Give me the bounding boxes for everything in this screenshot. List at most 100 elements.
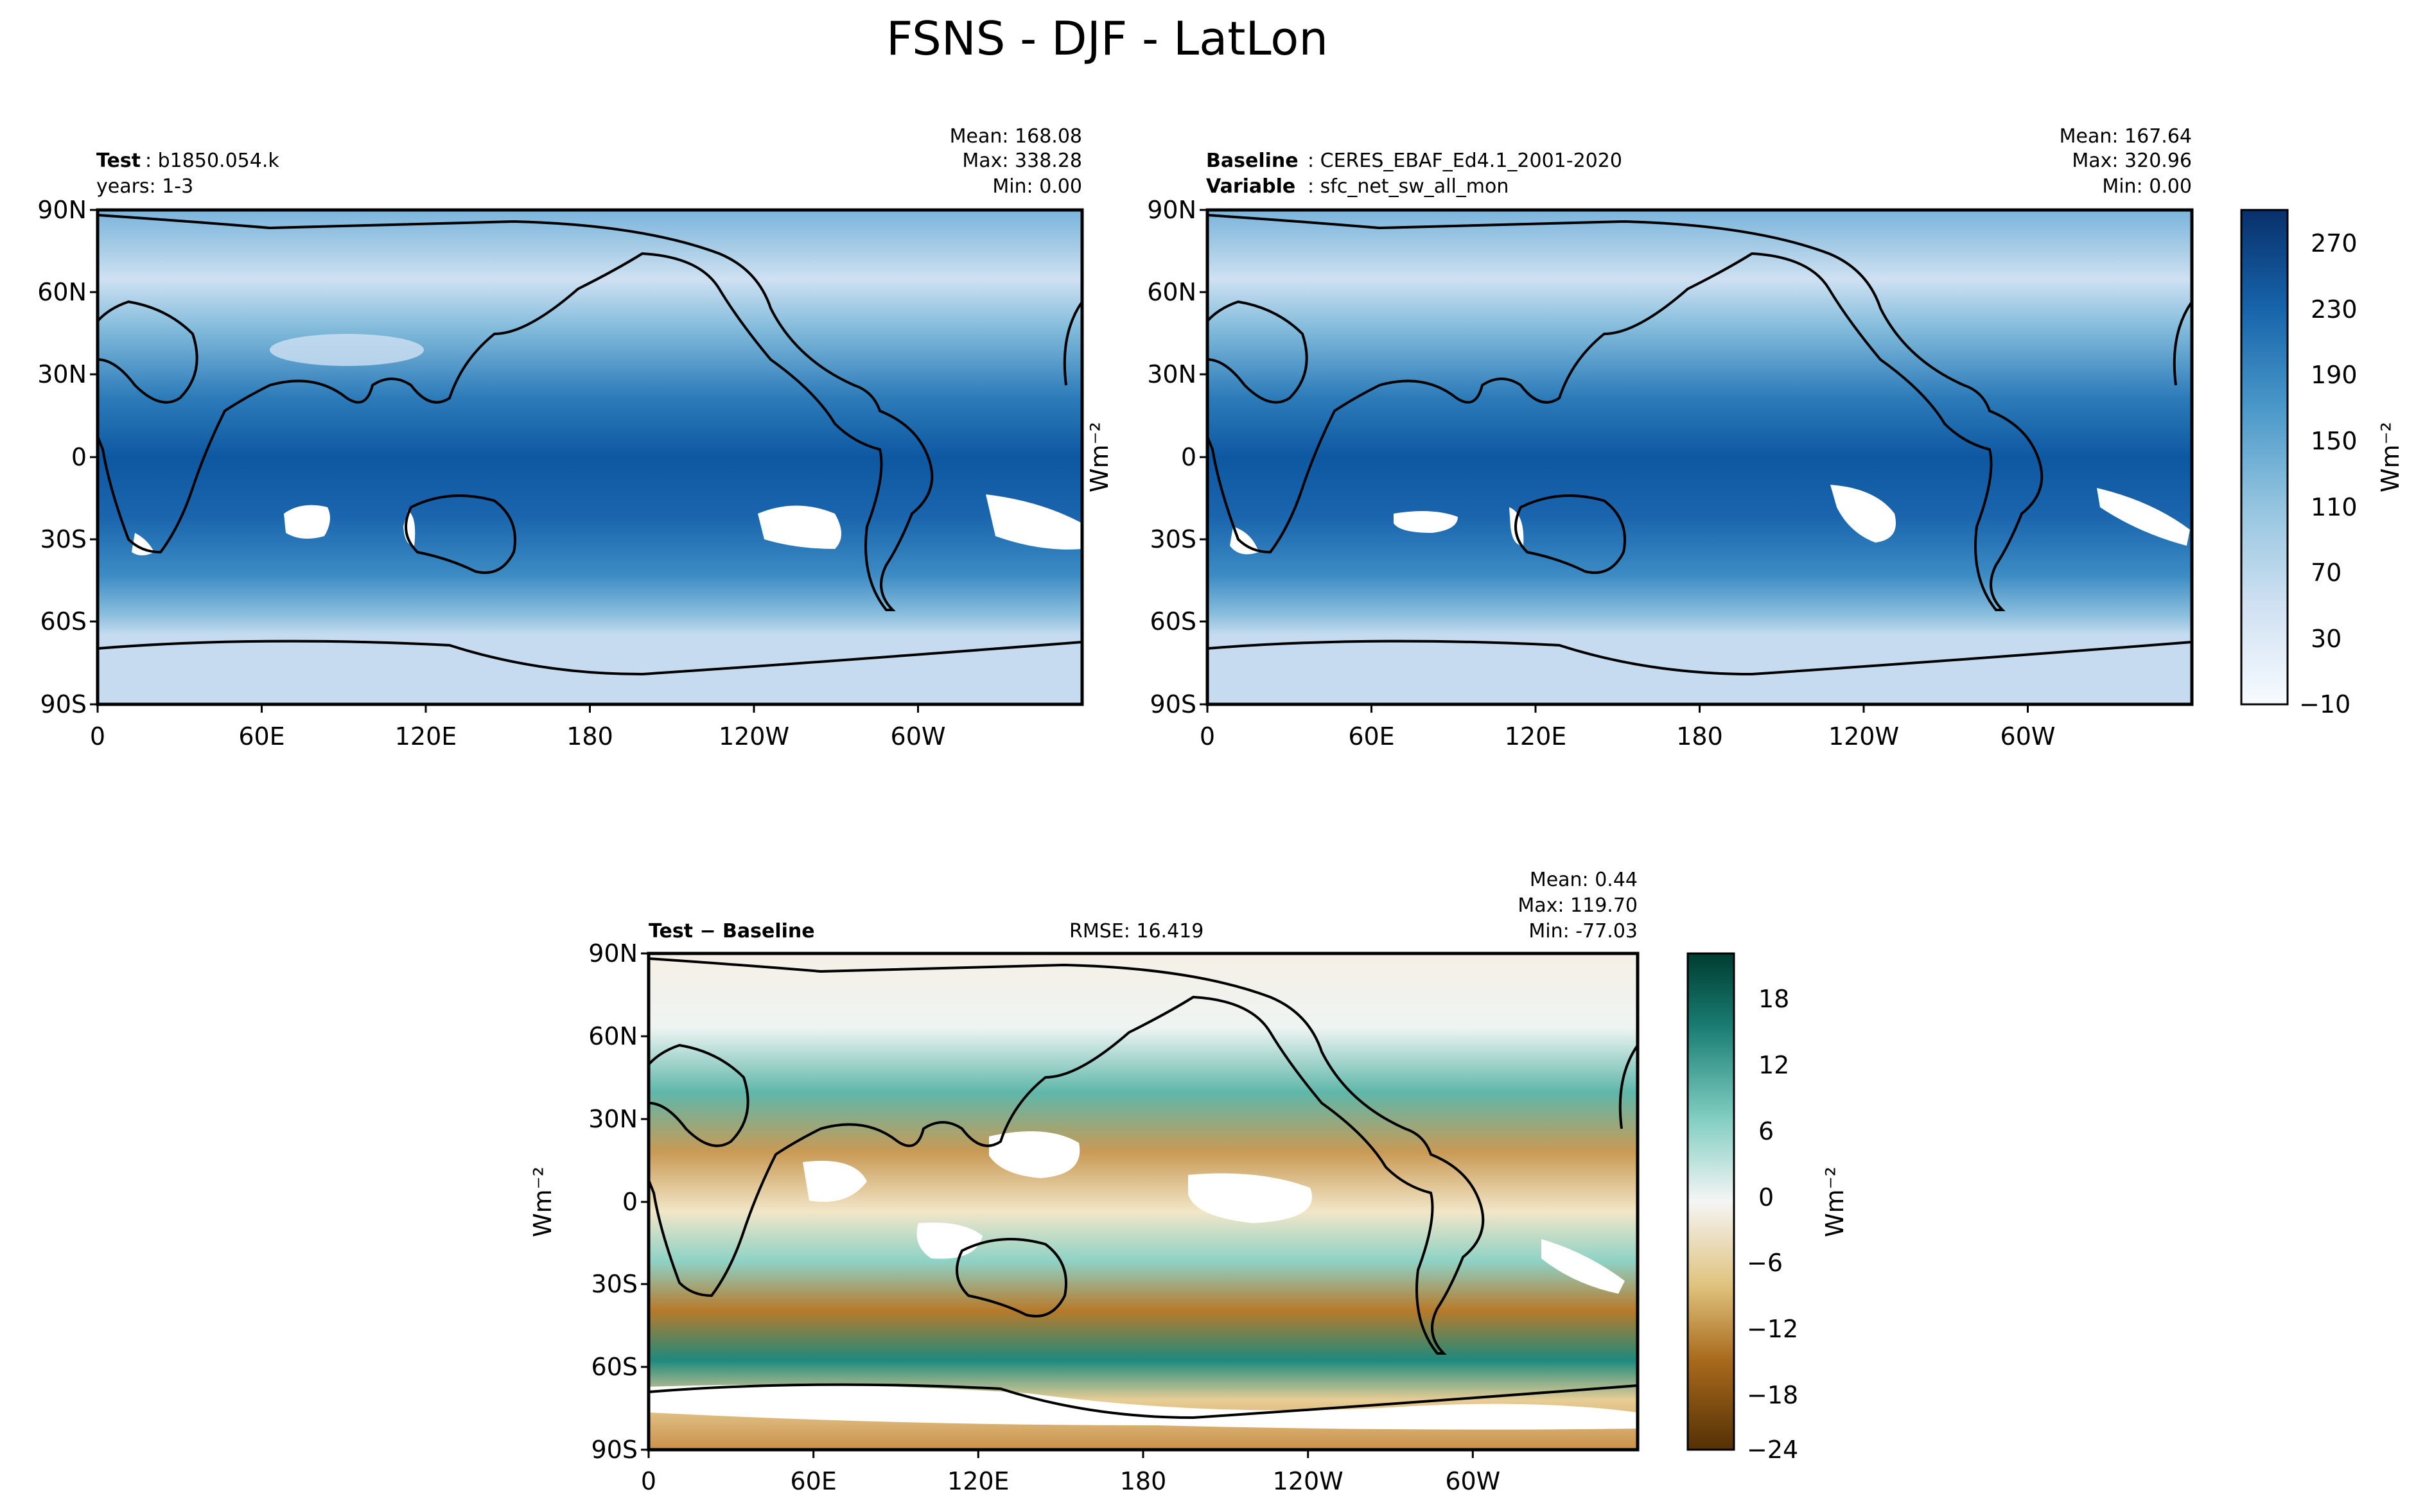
diff-field: [649, 953, 1638, 1450]
test-x-tick: 60E: [238, 722, 284, 751]
diff-x-tick: 180: [1120, 1467, 1167, 1495]
blues-colorbar-tick: 230: [2311, 295, 2358, 324]
test-y-tick: 90S: [40, 690, 87, 718]
baseline-mean: Mean: 167.64: [2060, 125, 2192, 148]
test-coastlines: [96, 214, 1083, 676]
blues-colorbar-tick: 70: [2311, 559, 2342, 587]
brbg-colorbar-tick: 12: [1758, 1051, 1789, 1079]
test-white-region: [986, 494, 1082, 550]
baseline-variable-bold: Variable: [1206, 175, 1295, 198]
baseline-y-axis-label: Wm⁻²: [1085, 422, 1114, 492]
blues-colorbar-tick: 30: [2311, 625, 2342, 653]
test-max: Max: 338.28: [962, 150, 1082, 172]
test-mean: Mean: 168.08: [950, 125, 1082, 148]
baseline-y-tick: 60N: [1147, 278, 1196, 306]
brbg-colorbar: 18 12 6 0 −6 −12 −18 −24 Wm⁻²: [1686, 952, 1849, 1464]
test-y-tick: 90N: [37, 196, 87, 224]
diff-x-tick: 60W: [1445, 1467, 1500, 1495]
test-x-tick: 120W: [719, 722, 789, 751]
baseline-y-ticks: 90N 60N 30N 0 30S 60S 90S: [1147, 196, 1196, 718]
brbg-colorbar-tick: −24: [1747, 1436, 1798, 1464]
test-x-tick: 0: [90, 722, 105, 751]
test-label-years: years: 1-3: [96, 175, 193, 198]
diff-x-tick: 120E: [947, 1467, 1010, 1495]
baseline-x-tick: 60E: [1348, 722, 1394, 751]
test-y-ticks: 90N 60N 30N 0 30S 60S 90S: [37, 196, 87, 718]
brbg-colorbar-tick: 18: [1758, 985, 1789, 1013]
blues-colorbar-tick: −10: [2299, 690, 2350, 718]
test-field-arid: [270, 334, 424, 366]
baseline-white-region: [2097, 488, 2190, 546]
diff-y-tick: 30S: [591, 1270, 638, 1298]
baseline-white-region: [1830, 485, 1896, 543]
diff-y-tick: 60S: [591, 1353, 638, 1381]
diff-x-tick: 0: [641, 1467, 656, 1495]
blues-colorbar-tick: 270: [2311, 229, 2358, 257]
test-x-ticks: 0 60E 120E 180 120W 60W: [90, 722, 946, 751]
diff-white-region: [1188, 1173, 1313, 1223]
brbg-colorbar-tick: 6: [1758, 1117, 1774, 1145]
brbg-colorbar-tick: −18: [1747, 1381, 1798, 1409]
test-x-tick: 60W: [891, 722, 946, 751]
diff-white-region: [649, 1384, 1638, 1430]
diff-min: Min: -77.03: [1528, 920, 1638, 943]
test-field: [98, 210, 1082, 704]
baseline-x-tick: 60W: [2000, 722, 2056, 751]
baseline-y-tick: 60S: [1150, 607, 1196, 636]
blues-colorbar: 270 230 190 150 110 70 30 −10 Wm⁻²: [2240, 209, 2404, 718]
diff-mean: Mean: 0.44: [1530, 869, 1638, 891]
test-y-tick: 30S: [40, 525, 87, 553]
brbg-colorbar-label: Wm⁻²: [1821, 1167, 1849, 1237]
baseline-x-tick: 120E: [1505, 722, 1567, 751]
baseline-y-tick: 90S: [1150, 690, 1196, 718]
brbg-colorbar-tick: −12: [1747, 1315, 1798, 1343]
baseline-panel: Baseline : CERES_EBAF_Ed4.1_2001-2020 Va…: [1085, 125, 2194, 751]
test-y-tick: 60N: [37, 278, 87, 306]
diff-label: Test − Baseline: [649, 920, 815, 943]
baseline-field: [1207, 210, 2192, 704]
baseline-x-tick: 180: [1676, 722, 1723, 751]
baseline-y-tick: 30S: [1150, 525, 1196, 553]
test-y-tick: 0: [71, 443, 87, 471]
blues-colorbar-tick: 110: [2311, 493, 2358, 521]
diff-white-region: [989, 1131, 1080, 1178]
diff-max: Max: 119.70: [1518, 894, 1638, 917]
baseline-min: Min: 0.00: [2102, 175, 2192, 198]
brbg-colorbar-fill: [1686, 952, 1735, 1451]
test-white-region: [758, 505, 841, 549]
baseline-y-tick: 0: [1181, 443, 1196, 471]
test-min: Min: 0.00: [992, 175, 1082, 198]
diff-white-region: [803, 1161, 867, 1202]
test-white-region: [284, 505, 330, 539]
diff-y-tick: 0: [622, 1188, 638, 1216]
test-label-text: : b1850.054.k: [145, 150, 279, 172]
baseline-label-bold: Baseline: [1206, 150, 1299, 172]
test-y-tick: 30N: [37, 360, 87, 388]
test-x-tick: 120E: [395, 722, 457, 751]
test-label-bold: Test: [96, 150, 141, 172]
baseline-x-ticks: 0 60E 120E 180 120W 60W: [1200, 722, 2056, 751]
blues-colorbar-tick: 190: [2311, 361, 2358, 389]
baseline-y-tick: 90N: [1147, 196, 1196, 224]
baseline-coastlines: [1206, 214, 2193, 676]
brbg-colorbar-tick: 0: [1758, 1183, 1774, 1212]
blues-colorbar-label: Wm⁻²: [2376, 422, 2404, 492]
baseline-white-region: [1394, 511, 1458, 533]
diff-y-ticks: 90N 60N 30N 0 30S 60S 90S: [588, 939, 638, 1464]
diff-y-tick: 30N: [588, 1105, 638, 1133]
diff-y-tick: 90N: [588, 939, 638, 968]
diff-coastlines: [647, 957, 1639, 1420]
diff-y-tick: 60N: [588, 1022, 638, 1050]
diff-x-tick: 120W: [1273, 1467, 1344, 1495]
diff-white-region: [1541, 1239, 1625, 1294]
baseline-label-text: : CERES_EBAF_Ed4.1_2001-2020: [1308, 150, 1622, 172]
blues-colorbar-fill: [2240, 209, 2289, 706]
baseline-y-tick: 30N: [1147, 360, 1196, 388]
baseline-x-tick: 120W: [1828, 722, 1899, 751]
baseline-variable-text: : sfc_net_sw_all_mon: [1308, 175, 1509, 198]
test-y-tick: 60S: [40, 607, 87, 636]
diff-y-tick: 90S: [591, 1436, 638, 1464]
diff-rmse: RMSE: 16.419: [1069, 920, 1204, 943]
diff-panel: Test − Baseline RMSE: 16.419 Mean: 0.44 …: [529, 869, 1640, 1495]
diff-x-ticks: 0 60E 120E 180 120W 60W: [641, 1467, 1500, 1495]
